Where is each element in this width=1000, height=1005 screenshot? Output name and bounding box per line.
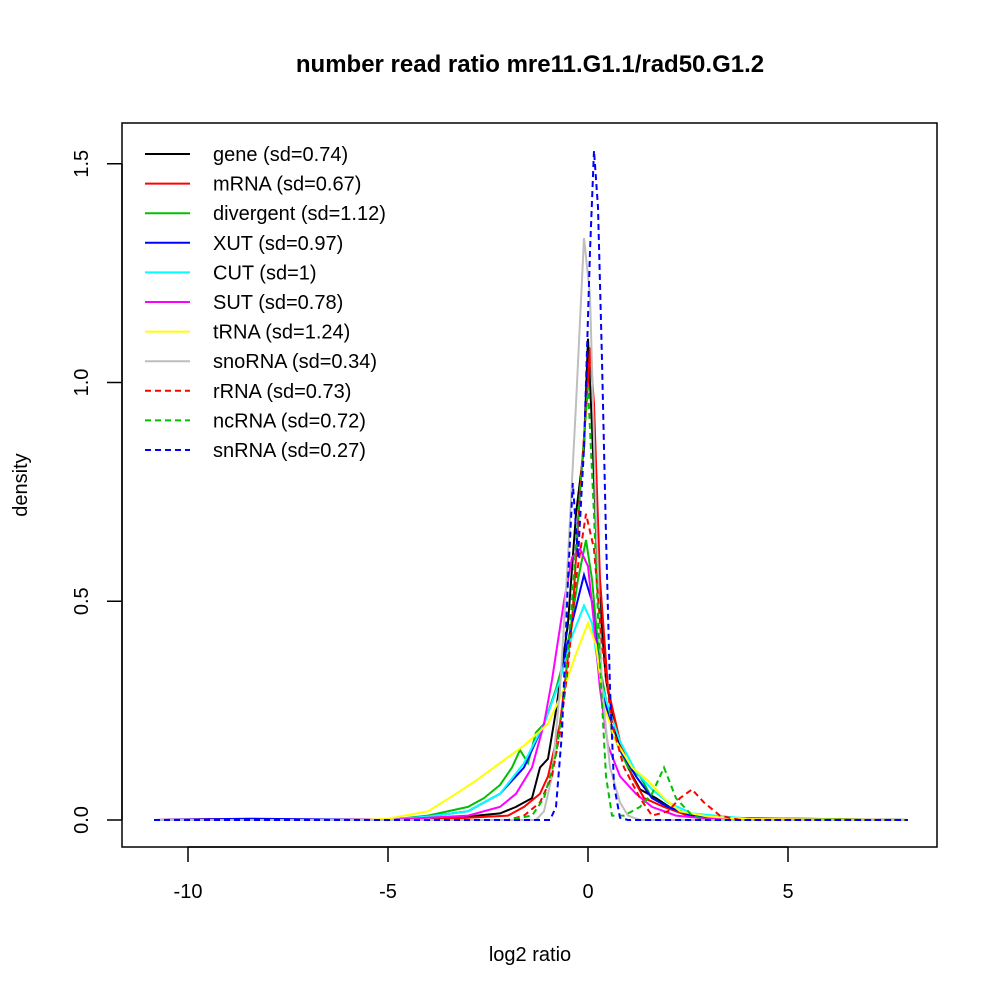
y-tick-label: 1.0 xyxy=(71,369,93,397)
series-line-1 xyxy=(153,347,909,822)
y-tick-label: 0.0 xyxy=(71,806,93,834)
legend-label: XUT (sd=0.97) xyxy=(213,233,343,255)
legend-label: mRNA (sd=0.67) xyxy=(213,174,361,196)
x-axis-label: log2 ratio xyxy=(489,944,571,966)
legend-label: CUT (sd=1) xyxy=(213,262,317,284)
legend-label: ncRNA (sd=0.72) xyxy=(213,410,366,432)
chart-title: number read ratio mre11.G1.1/rad50.G1.2 xyxy=(296,51,764,78)
legend-label: snRNA (sd=0.27) xyxy=(213,440,366,462)
series-line-10 xyxy=(154,150,908,821)
series-line-3 xyxy=(153,571,909,822)
series-line-7 xyxy=(154,237,908,821)
legend-label: rRNA (sd=0.73) xyxy=(213,381,351,403)
series-line-9 xyxy=(154,386,908,821)
series-line-8 xyxy=(154,513,908,821)
y-axis-label: density xyxy=(10,453,32,516)
legend-label: SUT (sd=0.78) xyxy=(213,292,343,314)
y-tick-label: 0.5 xyxy=(71,587,93,615)
legend-label: divergent (sd=1.12) xyxy=(213,203,386,225)
y-tick-label: 1.5 xyxy=(71,150,93,178)
x-tick-label: 5 xyxy=(782,881,793,903)
series-line-5 xyxy=(154,547,909,821)
legend-label: snoRNA (sd=0.34) xyxy=(213,351,377,373)
legend-label: gene (sd=0.74) xyxy=(213,144,348,166)
series-line-4 xyxy=(154,603,909,821)
x-tick-label: -5 xyxy=(379,881,397,903)
plot-frame xyxy=(121,122,938,848)
x-tick-label: 0 xyxy=(582,881,593,903)
legend-label: tRNA (sd=1.24) xyxy=(213,322,350,344)
x-tick-label: -10 xyxy=(174,881,203,903)
series-line-6 xyxy=(154,620,909,821)
series-line-2 xyxy=(154,539,909,821)
